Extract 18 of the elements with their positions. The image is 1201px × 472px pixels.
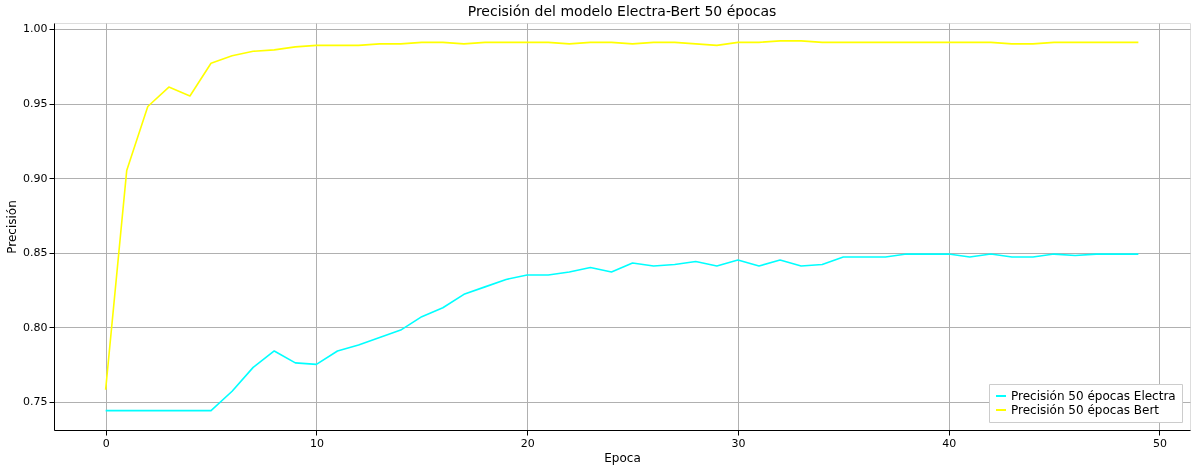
chart-title: Precisión del modelo Electra-Bert 50 épocas bbox=[467, 2, 777, 19]
y-tick-label: 0.80 bbox=[23, 320, 48, 334]
legend-label: Precisión 50 épocas Electra bbox=[1011, 389, 1176, 403]
x-tick-label: 20 bbox=[520, 436, 535, 450]
x-tick-label: 10 bbox=[309, 436, 324, 450]
x-axis-title: Epoca bbox=[604, 450, 641, 465]
y-tick-label: 0.95 bbox=[23, 97, 48, 111]
x-tick-label: 40 bbox=[942, 436, 957, 450]
x-tick-label: 30 bbox=[731, 436, 746, 450]
y-tick-label: 1.00 bbox=[23, 22, 48, 36]
y-tick-label: 0.75 bbox=[23, 395, 48, 409]
y-tick-label: 0.85 bbox=[23, 246, 48, 260]
legend-label: Precisión 50 épocas Bert bbox=[1011, 403, 1160, 417]
y-axis-title: Precisión bbox=[5, 200, 20, 254]
y-tick-label: 0.90 bbox=[23, 171, 48, 185]
x-tick-label: 0 bbox=[102, 436, 110, 450]
x-tick-label: 50 bbox=[1152, 436, 1167, 450]
line-series bbox=[104, 40, 1140, 391]
